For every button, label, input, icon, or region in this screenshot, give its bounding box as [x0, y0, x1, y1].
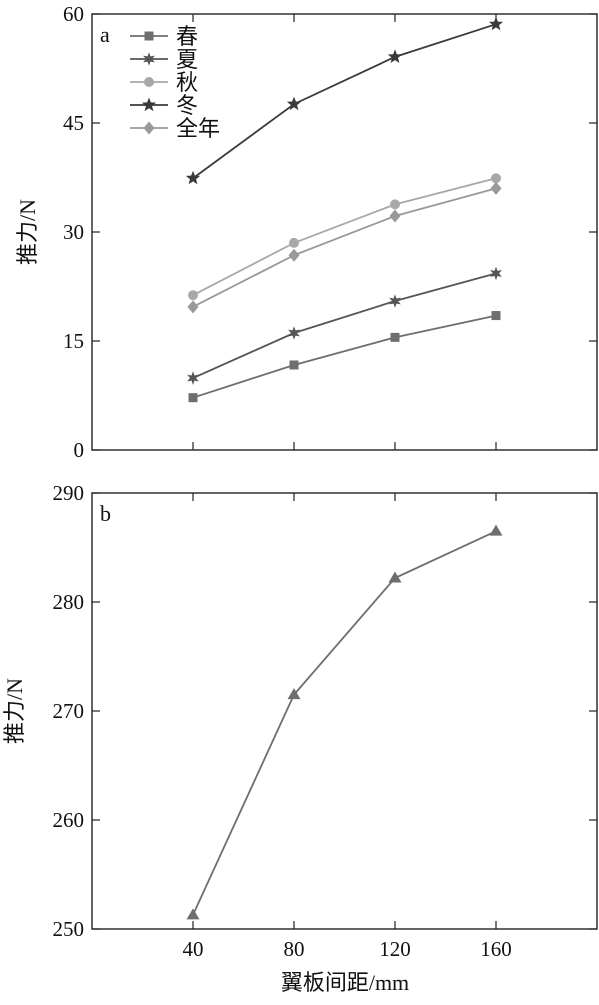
panel-a-frame — [91, 13, 598, 451]
x-tick-label: 120 — [379, 937, 411, 961]
legend-entry-label: 全年 — [176, 116, 220, 141]
data-point-marker — [288, 248, 300, 262]
data-point-marker — [288, 326, 300, 340]
panel-b-series-lines — [192, 530, 497, 916]
y-tick-label: 290 — [53, 481, 85, 505]
legend-marker — [144, 77, 154, 87]
panel-b-series-markers — [186, 524, 503, 920]
panel-a-label: a — [100, 22, 110, 47]
y-tick-label: 260 — [53, 808, 85, 832]
x-tick-label: 80 — [284, 937, 305, 961]
legend-marker — [144, 31, 154, 41]
data-point-marker — [491, 173, 501, 184]
x-tick-label: 160 — [480, 937, 512, 961]
y-tick-label: 0 — [74, 438, 85, 462]
data-point-marker — [289, 237, 299, 248]
series-line — [192, 530, 497, 916]
panel-b-ylabel: 推力/N — [2, 678, 27, 744]
panel-a-y-ticks: 0 15 30 45 60 — [63, 2, 597, 462]
data-point-marker — [488, 16, 504, 31]
legend-entry-label: 夏 — [176, 47, 198, 72]
data-point-marker — [390, 332, 400, 342]
panel-b-label: b — [100, 501, 111, 526]
data-point-marker — [188, 290, 198, 301]
data-point-marker — [388, 571, 402, 583]
data-point-marker — [185, 170, 201, 185]
x-axis-title: 翼板间距/mm — [281, 970, 409, 995]
legend-entry-label: 冬 — [176, 93, 198, 118]
data-point-marker — [389, 209, 401, 223]
panel-b-x-ticks: 40 80 120 160 — [183, 493, 512, 961]
legend-entry-label: 春 — [176, 24, 198, 49]
y-tick-label: 280 — [53, 590, 85, 614]
data-point-marker — [289, 360, 299, 370]
panel-a-x-ticks — [192, 14, 497, 450]
y-tick-label: 30 — [63, 220, 84, 244]
data-point-marker — [286, 96, 302, 111]
panel-a-series-markers — [185, 16, 504, 403]
data-point-marker — [491, 311, 501, 321]
legend-marker — [141, 97, 157, 112]
panel-b-y-ticks: 250 260 270 280 290 — [53, 481, 597, 941]
data-point-marker — [187, 300, 199, 314]
data-point-marker — [188, 393, 198, 403]
panel-a-series-lines — [192, 23, 497, 399]
data-point-marker — [490, 266, 502, 281]
data-point-marker — [389, 294, 401, 308]
data-point-marker — [187, 371, 199, 385]
y-tick-label: 270 — [53, 699, 85, 723]
data-point-marker — [287, 688, 301, 700]
series-line — [192, 272, 497, 379]
series-line — [192, 177, 497, 297]
data-point-marker — [390, 199, 400, 210]
data-point-marker — [186, 908, 200, 920]
series-line — [192, 187, 497, 308]
y-tick-label: 60 — [63, 2, 84, 26]
data-point-marker — [490, 181, 502, 195]
y-tick-label: 15 — [63, 329, 84, 353]
legend-entry-label: 秋 — [176, 70, 198, 95]
series-line — [192, 23, 497, 179]
data-point-marker — [387, 49, 403, 63]
panel-b-frame — [91, 492, 598, 930]
panel-b: b 推力/N 250 260 270 280 290 40 80 120 160 翼板间距/m… — [2, 481, 598, 995]
panel-a-ylabel: 推力/N — [15, 199, 40, 265]
data-point-marker — [489, 524, 503, 536]
series-line — [192, 314, 497, 399]
x-tick-label: 40 — [183, 937, 204, 961]
legend-marker — [143, 52, 155, 66]
legend-marker — [143, 121, 155, 135]
y-tick-label: 45 — [63, 111, 84, 135]
y-tick-label: 250 — [53, 917, 85, 941]
